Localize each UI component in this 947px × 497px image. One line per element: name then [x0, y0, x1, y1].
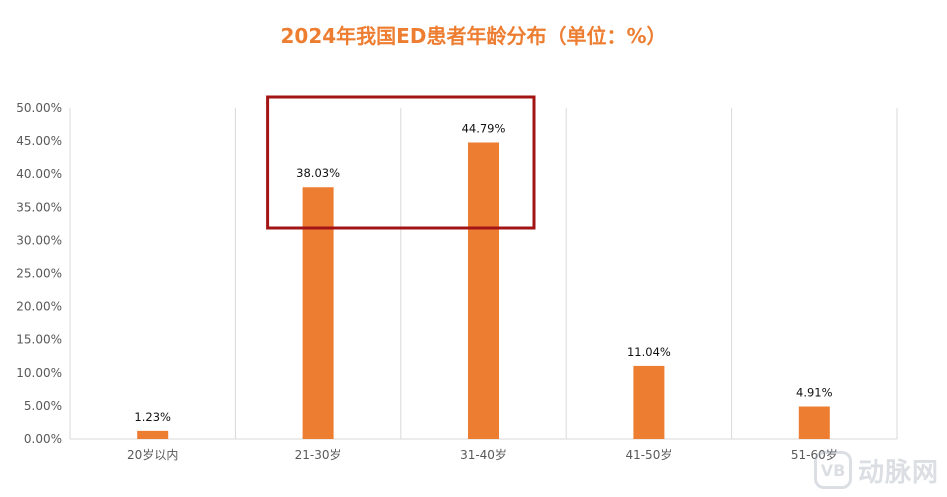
x-axis: 20岁以内 21-30岁 31-40岁 41-50岁 51-60岁	[127, 447, 838, 462]
bar	[302, 187, 334, 439]
y-tick-label: 15.00%	[16, 333, 62, 347]
bars	[137, 142, 830, 439]
watermark-logo-icon: VB	[813, 451, 852, 489]
y-tick-label: 30.00%	[16, 233, 62, 247]
data-label: 4.91%	[796, 385, 833, 399]
data-label: 1.23%	[134, 410, 171, 424]
y-tick-label: 40.00%	[16, 167, 62, 181]
watermark: VB 动脉网	[813, 451, 939, 489]
y-tick-label: 0.00%	[24, 432, 62, 446]
bar	[137, 430, 169, 439]
data-label: 11.04%	[627, 345, 671, 359]
y-tick-label: 45.00%	[16, 134, 62, 148]
y-tick-label: 10.00%	[16, 366, 62, 380]
y-tick-label: 25.00%	[16, 267, 62, 281]
grid-lines	[69, 108, 898, 440]
y-tick-label: 50.00%	[16, 101, 62, 115]
chart-title: 2024年我国ED患者年龄分布（单位：%）	[280, 24, 667, 48]
bar	[798, 406, 830, 439]
bar	[468, 142, 499, 439]
data-labels: 1.23% 38.03% 44.79% 11.04% 4.91%	[134, 121, 832, 423]
highlight-box	[266, 95, 536, 230]
data-label: 44.79%	[462, 121, 506, 135]
x-tick-label: 20岁以内	[127, 447, 178, 462]
y-tick-label: 20.00%	[16, 300, 62, 314]
y-tick-label: 35.00%	[16, 200, 62, 214]
data-label: 38.03%	[296, 166, 340, 180]
x-tick-label: 41-50岁	[625, 447, 672, 462]
y-axis: 0.00% 5.00% 10.00% 15.00% 20.00% 25.00% 30.00%…	[16, 101, 62, 446]
x-tick-label: 21-30岁	[295, 447, 342, 462]
bar	[633, 365, 665, 439]
x-tick-label: 51-60岁	[791, 447, 838, 462]
y-tick-label: 5.00%	[24, 399, 62, 413]
watermark-text: 动脉网	[857, 457, 939, 488]
x-tick-label: 31-40岁	[460, 447, 507, 462]
